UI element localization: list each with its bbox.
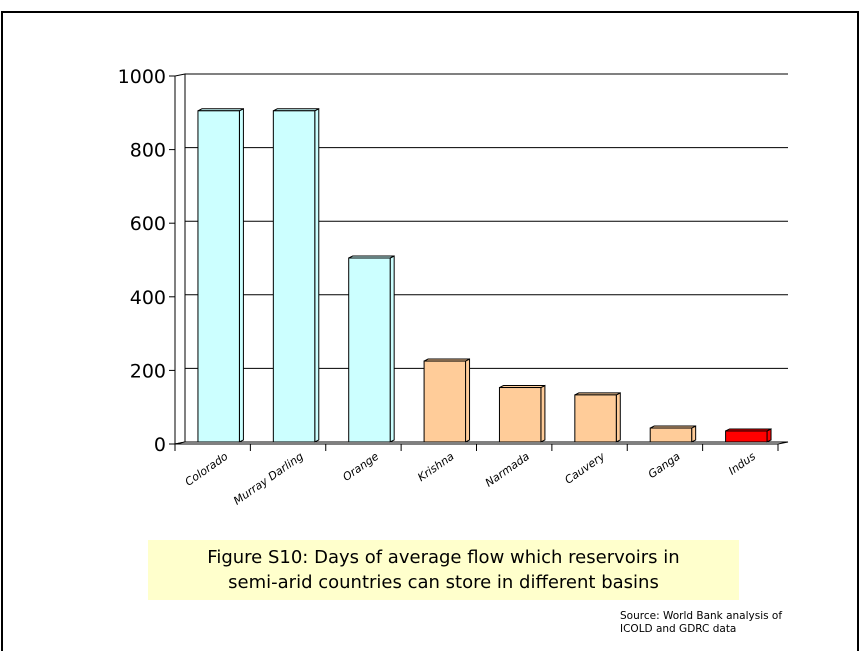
caption-line-1: Figure S10: Days of average flow which r… — [207, 547, 680, 568]
bar-3 — [423, 360, 467, 443]
figure-caption: Figure S10: Days of average flow which r… — [148, 540, 739, 600]
x-tick-label-4: Narmada — [483, 450, 532, 490]
bar-6 — [649, 427, 693, 443]
bar-side-1 — [314, 107, 320, 443]
x-tick-label-6: Ganga — [646, 450, 683, 481]
bar-side-4 — [540, 384, 546, 443]
caption-line-2: semi-arid countries can store in differe… — [228, 572, 659, 593]
bar-7 — [725, 430, 768, 443]
bar-side-5 — [615, 392, 621, 443]
y-tick-label-200: 200 — [130, 360, 166, 382]
bar-chart: 0 200 400 600 800 1000 Colorado Murray Darling O… — [118, 66, 789, 508]
x-tick-label-5: Cauvery — [562, 450, 607, 487]
source-line-1: Source: World Bank analysis of — [620, 610, 783, 622]
y-tick-label-800: 800 — [130, 140, 166, 162]
bar-side-2 — [389, 255, 395, 443]
x-tick-label-7: Indus — [726, 450, 758, 478]
bar-side-0 — [238, 107, 244, 443]
x-axis-floor — [174, 441, 789, 445]
source-line-2: ICOLD and GDRC data — [620, 623, 737, 635]
source-note: Source: World Bank analysis of ICOLD and… — [620, 610, 850, 636]
bar-2 — [348, 257, 391, 443]
slide-frame — [1, 11, 859, 651]
y-tick-label-600: 600 — [130, 213, 166, 235]
bar-4 — [498, 387, 542, 443]
x-tick-label-0: Colorado — [183, 450, 231, 489]
bar-5 — [574, 394, 617, 443]
bar-1 — [272, 110, 316, 443]
bar-0 — [197, 110, 240, 443]
x-tick-label-1: Murray Darling — [231, 450, 306, 508]
x-tick-label-2: Orange — [340, 450, 381, 484]
bar-side-3 — [465, 358, 471, 443]
y-tick-label-400: 400 — [130, 287, 166, 309]
bar-side-6 — [691, 425, 697, 443]
y-axis-wall — [174, 73, 186, 445]
y-tick-label-1000: 1000 — [118, 66, 166, 88]
x-tick-label-3: Krishna — [415, 450, 456, 484]
y-tick-label-0: 0 — [154, 434, 166, 456]
